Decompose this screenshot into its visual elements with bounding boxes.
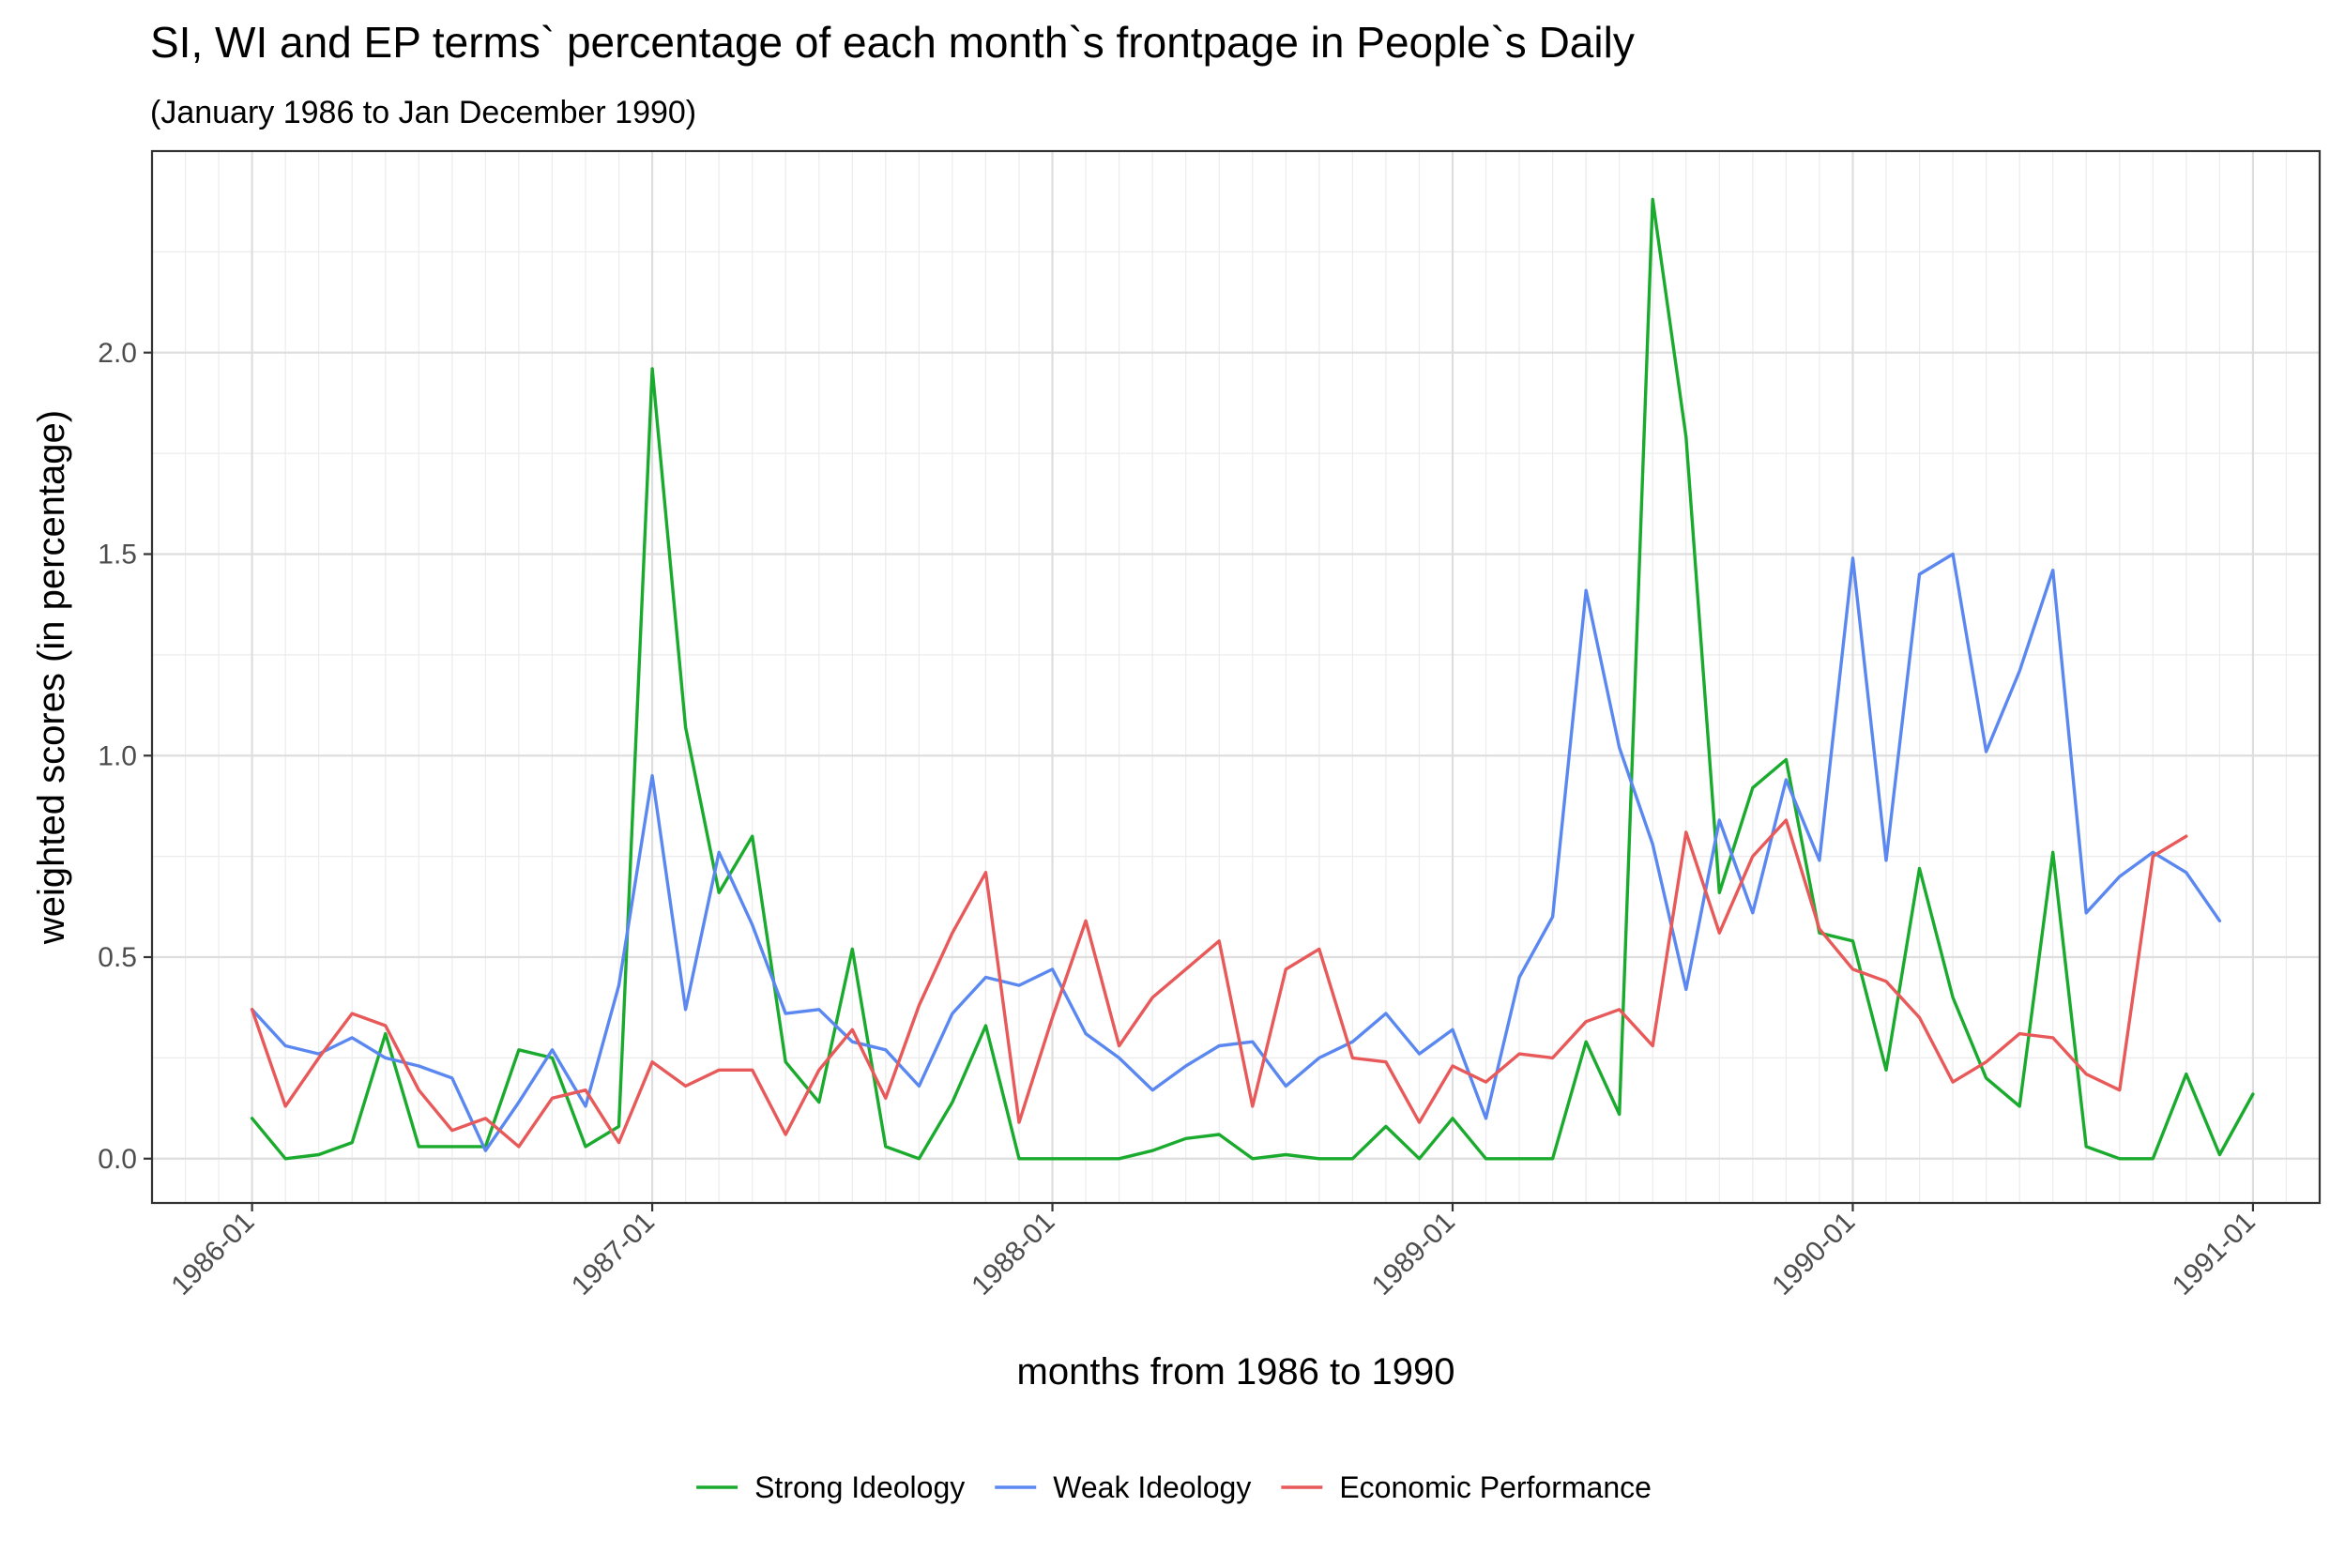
legend-label-strong-ideology: Strong Ideology <box>754 1470 965 1504</box>
plot-border <box>150 149 2322 1205</box>
y-tick-label: 1.0 <box>98 740 137 771</box>
chart-title: SI, WI and EP terms` percentage of each … <box>150 18 1635 67</box>
x-tick-label: 1987-01 <box>566 1207 661 1302</box>
x-tick-label: 1991-01 <box>2167 1207 2261 1302</box>
legend-label-economic-performance: Economic Performance <box>1339 1470 1652 1504</box>
series-layer <box>250 197 2255 1161</box>
series-line-strong-ideology <box>250 197 2255 1161</box>
legend: Strong Ideology Weak Ideology Economic Per… <box>696 1470 1652 1504</box>
y-tick-label: 1.5 <box>98 540 137 571</box>
series-line-weak-ideology <box>250 552 2222 1152</box>
x-tick-label: 1989-01 <box>1366 1207 1461 1302</box>
x-axis-title: months from 1986 to 1990 <box>1017 1351 1455 1393</box>
axis-layer: 0.0 0.5 1.0 1.5 2.0 1986-01 1987-01 1988-01 1989… <box>98 338 2261 1302</box>
legend-label-weak-ideology: Weak Ideology <box>1053 1470 1251 1504</box>
y-tick-label: 2.0 <box>98 338 137 369</box>
chart-subtitle: (January 1986 to Jan December 1990) <box>150 95 696 130</box>
series-line-economic-performance <box>250 818 2188 1149</box>
grid-layer <box>151 151 2321 1203</box>
x-tick-label: 1988-01 <box>966 1207 1060 1302</box>
y-axis-title: weighted scores (in percentage) <box>31 410 72 945</box>
y-tick-label: 0.5 <box>98 942 137 973</box>
x-tick-label: 1990-01 <box>1766 1207 1861 1302</box>
x-tick-label: 1986-01 <box>165 1207 260 1302</box>
y-tick-label: 0.0 <box>98 1144 137 1175</box>
